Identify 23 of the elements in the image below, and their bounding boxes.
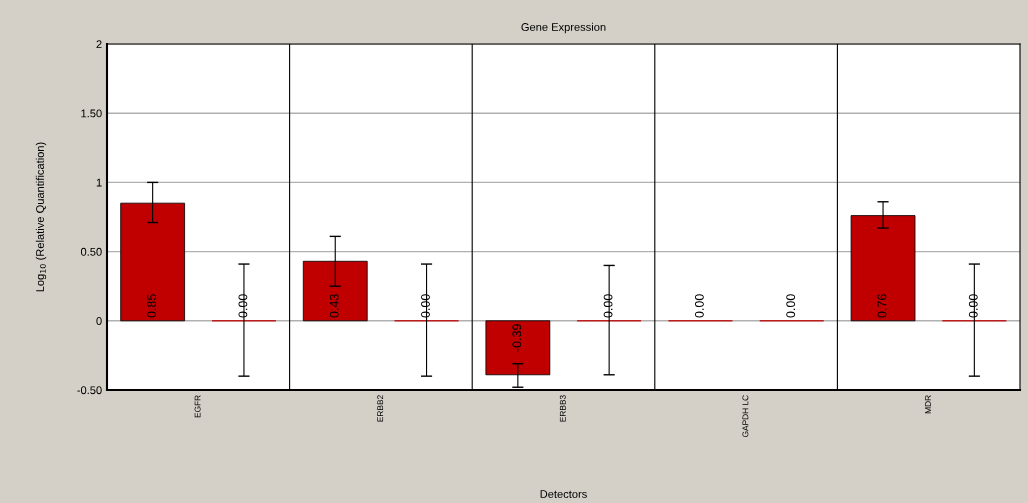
data-label: 0.00 [238,294,248,318]
y-tick-label: 2 [96,40,102,49]
data-label: 0.43 [329,294,339,318]
x-tick-label: ERBB3 [559,395,566,422]
y-tick-label: -0.50 [77,386,102,395]
data-label: 0.85 [147,294,157,318]
x-axis-title: Detectors [540,490,587,498]
data-label: 0.00 [603,294,613,318]
y-tick-label: 0.50 [80,247,102,256]
x-tick-label: ERBB2 [377,395,384,422]
y-axis-title: Log$_{10}$ (Relative Quantification) [35,142,47,292]
data-label: 0.76 [877,294,887,318]
data-label: 0.00 [786,294,796,318]
data-label: 0.00 [694,294,704,318]
y-tick-label: 1 [96,178,102,187]
y-tick-label: 0 [96,317,102,325]
data-label: -0.39 [512,324,522,352]
x-tick-label: EGFR [194,395,201,418]
x-tick-label: GAPDH LC [742,395,749,438]
data-label: 0.00 [968,294,978,318]
x-tick-label: MDR [925,395,931,414]
y-tick-label: 1.50 [81,109,102,118]
chart-title: Gene Expression [521,22,606,34]
